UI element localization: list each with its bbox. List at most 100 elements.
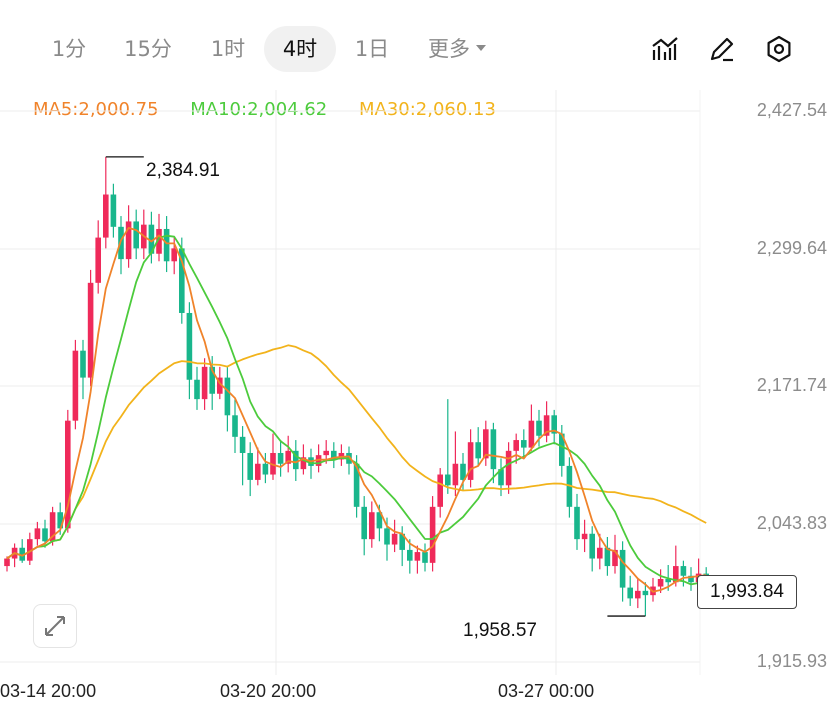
candle-body [42, 528, 48, 542]
candle-body [361, 506, 367, 540]
y-tick-label: 2,171.74 [756, 375, 827, 395]
candle-body [429, 506, 436, 563]
candle-body [179, 248, 185, 313]
candle-body [95, 237, 101, 283]
candle-body [627, 587, 633, 599]
x-tick-label: 03-20 20:00 [220, 681, 317, 701]
candle-body [49, 512, 56, 542]
settings-icon[interactable] [764, 34, 794, 64]
tab-1h[interactable]: 1时 [210, 37, 246, 61]
candle-body [688, 575, 694, 583]
candle-body [133, 221, 139, 249]
candle-body [559, 433, 565, 466]
ma5-label: MA5:2,000.75 [33, 99, 159, 120]
candle-body [574, 506, 580, 540]
candle-body [521, 440, 527, 448]
candle-body [209, 366, 215, 394]
candle-body [232, 415, 238, 437]
x-tick-label: 03-27 00:00 [498, 681, 595, 701]
candle-body [376, 512, 383, 529]
tab-1d[interactable]: 1日 [354, 37, 390, 61]
candle-body [255, 463, 261, 480]
candle-body [27, 539, 33, 561]
candle-body [103, 194, 109, 238]
timeframe-bar: 1分 15分 1时 4时 1日 更多 [0, 0, 829, 95]
candle-body [331, 450, 337, 460]
candle-body [437, 474, 443, 507]
candle-body [391, 533, 398, 545]
candle-body [262, 463, 269, 475]
y-tick-label: 2,299.64 [756, 238, 827, 258]
candle-body [422, 552, 428, 563]
ma30-line [6, 344, 707, 560]
candle-body [581, 533, 588, 540]
tab-more[interactable]: 更多 [414, 26, 500, 72]
candle-body [642, 590, 649, 596]
candle-body [452, 463, 459, 486]
draw-line-icon[interactable] [650, 34, 680, 64]
candle-body [194, 379, 200, 400]
x-tick-label: 03-14 20:00 [0, 681, 97, 701]
candle-body [384, 528, 390, 545]
candle-body [65, 420, 71, 529]
candle-body [72, 350, 79, 421]
candle-body [513, 440, 519, 451]
candle-body [110, 194, 117, 227]
candle-body [217, 377, 223, 394]
candle-body [467, 442, 474, 480]
candle-body [239, 436, 246, 453]
tab-15m[interactable]: 15分 [124, 37, 172, 61]
current-price-label: 1,993.84 [697, 575, 797, 609]
candle-body [498, 469, 504, 486]
candle-body [323, 450, 329, 456]
candle-body [543, 415, 550, 436]
candle-body [589, 533, 595, 559]
candle-body [247, 452, 253, 480]
expand-icon [45, 616, 65, 636]
candle-body [414, 552, 421, 561]
candle-body [270, 452, 276, 475]
candle-body [528, 420, 535, 448]
candle-body [293, 450, 299, 470]
candle-body [186, 312, 193, 380]
candle-body [673, 566, 679, 583]
candle-body [597, 547, 603, 559]
low-price-annotation: 1,958.57 [463, 620, 537, 641]
y-tick-label: 2,427.54 [756, 100, 827, 120]
ma-legend: MA5:2,000.75 MA10:2,004.62 MA30:2,060.13 [33, 99, 522, 120]
candle-body [551, 415, 557, 434]
candle-body [604, 547, 611, 567]
tab-4h[interactable]: 4时 [264, 26, 336, 72]
candle-body [224, 377, 231, 416]
expand-button[interactable] [33, 604, 77, 648]
candle-body [635, 590, 641, 599]
candle-body [125, 221, 132, 260]
candle-body [57, 512, 63, 529]
candle-body [665, 578, 671, 583]
ma10-line [6, 234, 707, 586]
ma10-label: MA10:2,004.62 [190, 99, 328, 120]
tab-more-label: 更多 [428, 37, 470, 61]
pen-icon[interactable] [707, 34, 737, 64]
candle-body [353, 463, 360, 507]
candle-body [407, 549, 413, 561]
candle-body [680, 566, 687, 576]
candle-body [163, 228, 170, 262]
candle-body [619, 549, 626, 588]
y-tick-label: 1,915.93 [756, 651, 827, 671]
candle-body [19, 547, 25, 561]
candle-body [87, 282, 94, 378]
candle-body [156, 228, 162, 254]
y-tick-label: 2,043.83 [756, 513, 827, 533]
ma30-label: MA30:2,060.13 [358, 99, 496, 120]
candle-body [399, 533, 405, 550]
candle-body [285, 450, 291, 464]
candle-body [612, 549, 618, 567]
ma5-line [6, 227, 707, 593]
candle-body [369, 512, 375, 540]
candle-body [300, 457, 307, 470]
candle-body [148, 224, 155, 254]
candle-body [536, 420, 542, 436]
tab-1m[interactable]: 1分 [51, 37, 87, 61]
